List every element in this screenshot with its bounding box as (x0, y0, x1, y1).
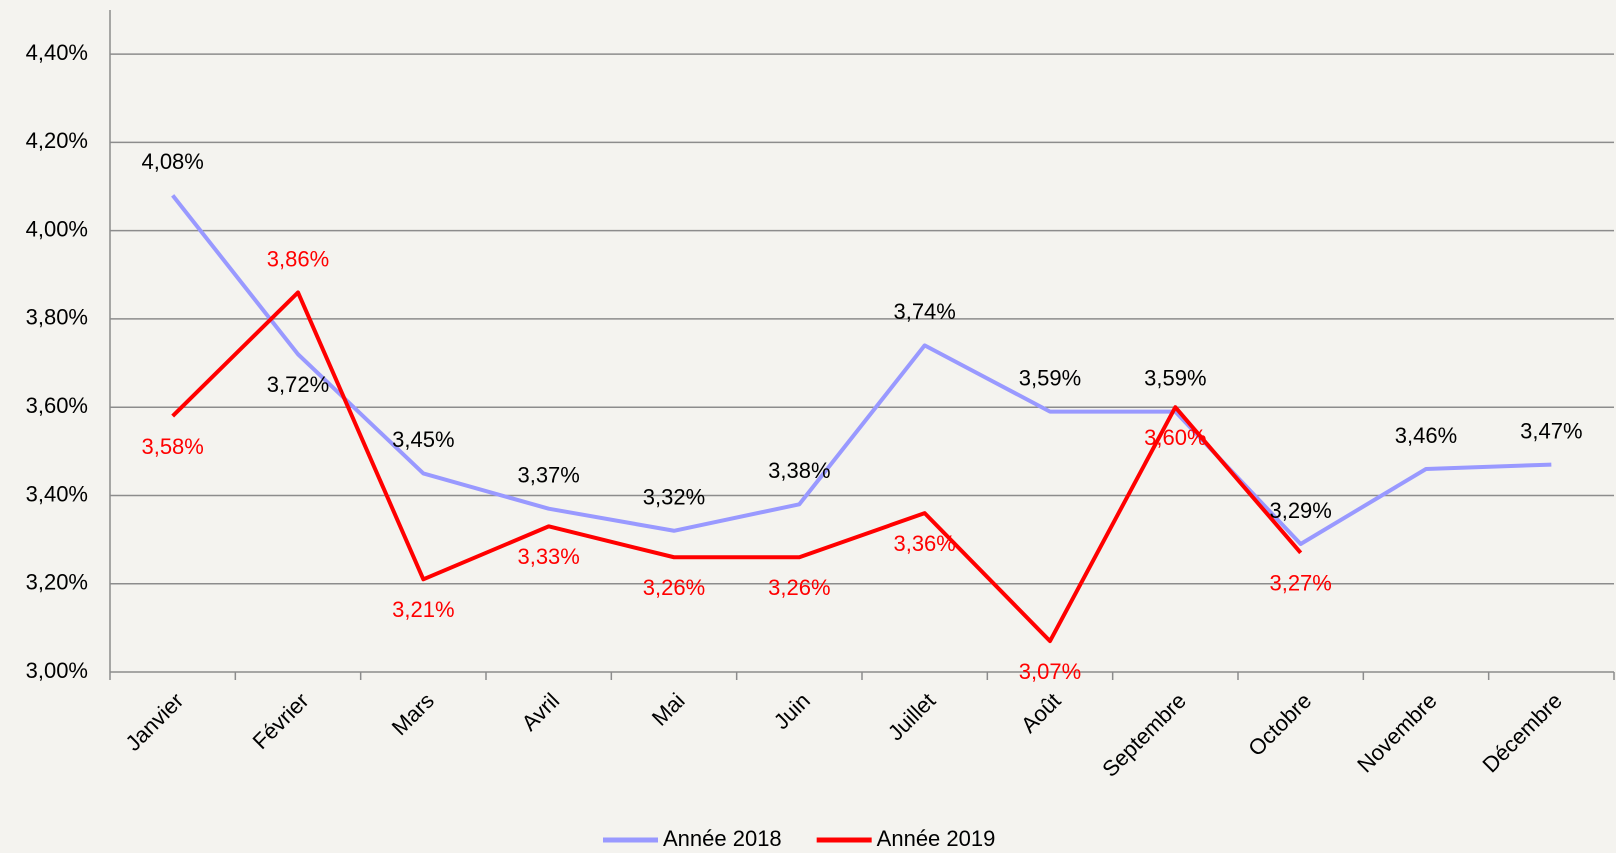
x-tick-label: Juin (769, 688, 815, 734)
x-tick-label: Mai (647, 688, 690, 731)
data-label: 3,21% (392, 597, 454, 622)
data-label: 3,74% (893, 299, 955, 324)
series-line (171, 290, 1303, 644)
data-label: 3,36% (893, 531, 955, 556)
x-tick-label: Avril (517, 688, 565, 736)
data-label: 3,07% (1019, 659, 1081, 684)
data-label: 3,29% (1269, 498, 1331, 523)
x-tick-label: Décembre (1478, 688, 1567, 777)
data-label: 3,32% (643, 485, 705, 510)
x-tick-label: Mars (387, 688, 439, 740)
y-tick-label: 3,20% (26, 570, 88, 595)
series-line (171, 194, 1552, 547)
data-label: 3,59% (1144, 365, 1206, 390)
x-tick-label: Janvier (120, 688, 188, 756)
data-label: 3,59% (1019, 365, 1081, 390)
data-label: 3,58% (141, 434, 203, 459)
y-tick-label: 4,20% (26, 128, 88, 153)
x-tick-label: Septembre (1097, 688, 1191, 782)
data-label: 3,45% (392, 427, 454, 452)
data-label: 3,47% (1520, 418, 1582, 443)
data-label: 3,26% (643, 575, 705, 600)
data-label: 3,27% (1269, 571, 1331, 596)
x-tick-label: Août (1016, 688, 1066, 738)
y-tick-label: 4,40% (26, 40, 88, 65)
y-tick-label: 4,00% (26, 216, 88, 241)
y-tick-label: 3,60% (26, 393, 88, 418)
data-label: 3,46% (1395, 423, 1457, 448)
data-label: 3,26% (768, 575, 830, 600)
data-label: 3,60% (1144, 425, 1206, 450)
y-tick-label: 3,40% (26, 481, 88, 506)
legend-label: Année 2018 (663, 826, 782, 851)
data-label: 3,86% (267, 246, 329, 271)
x-tick-label: Octobre (1243, 688, 1316, 761)
y-tick-label: 3,00% (26, 658, 88, 683)
x-tick-label: Novembre (1352, 688, 1441, 777)
data-label: 4,08% (141, 149, 203, 174)
y-tick-label: 3,80% (26, 305, 88, 330)
data-label: 3,72% (267, 372, 329, 397)
data-label: 3,33% (517, 544, 579, 569)
x-tick-label: Février (248, 688, 314, 754)
data-label: 3,38% (768, 458, 830, 483)
legend-label: Année 2019 (877, 826, 996, 851)
x-tick-label: Juillet (883, 688, 940, 745)
data-label: 3,37% (517, 463, 579, 488)
